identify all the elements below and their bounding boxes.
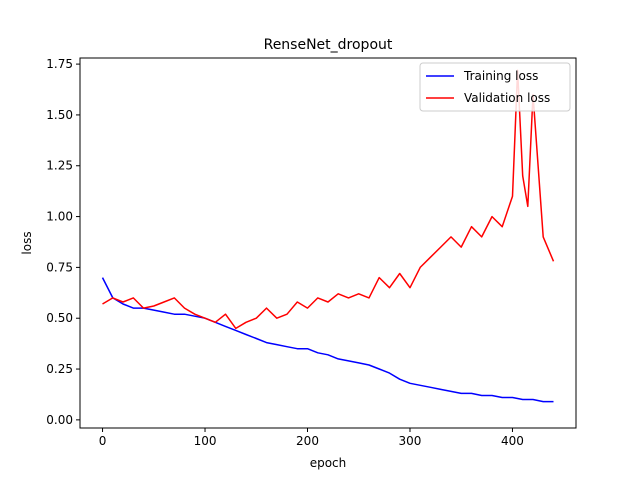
legend-box: [419, 62, 571, 112]
y-tick-label: 1.00: [46, 210, 73, 224]
y-axis-label: loss: [20, 231, 34, 254]
legend-label: Validation loss: [464, 91, 550, 105]
y-tick-label: 1.75: [46, 57, 73, 71]
y-axis: 0.00 0.25 0.50 0.75 1.00 1.25 1.50 1.75: [46, 57, 80, 427]
x-tick-label: 300: [399, 434, 422, 448]
x-tick-label: 400: [501, 434, 524, 448]
series-line-validation-loss: [102, 69, 555, 330]
series-line-training-loss: [101, 277, 554, 403]
x-axis-label: epoch: [310, 456, 347, 470]
x-tick-label: 100: [194, 434, 217, 448]
y-tick-label: 0.50: [46, 311, 73, 325]
legend-label: Training loss: [463, 69, 538, 83]
y-tick-label: 1.25: [46, 159, 73, 173]
plot-lines: [101, 69, 555, 403]
y-tick-label: 0.25: [46, 362, 73, 376]
y-tick-label: 1.50: [46, 108, 73, 122]
chart-title: RenseNet_dropout: [264, 37, 393, 53]
x-tick-label: 0: [99, 434, 107, 448]
x-axis: 0 100 200 300 400: [99, 428, 524, 448]
y-tick-label: 0.00: [46, 413, 73, 427]
x-tick-label: 200: [296, 434, 319, 448]
y-tick-label: 0.75: [46, 260, 73, 274]
plot-frame: [79, 57, 577, 429]
legend: Training loss Validation loss: [419, 62, 571, 112]
